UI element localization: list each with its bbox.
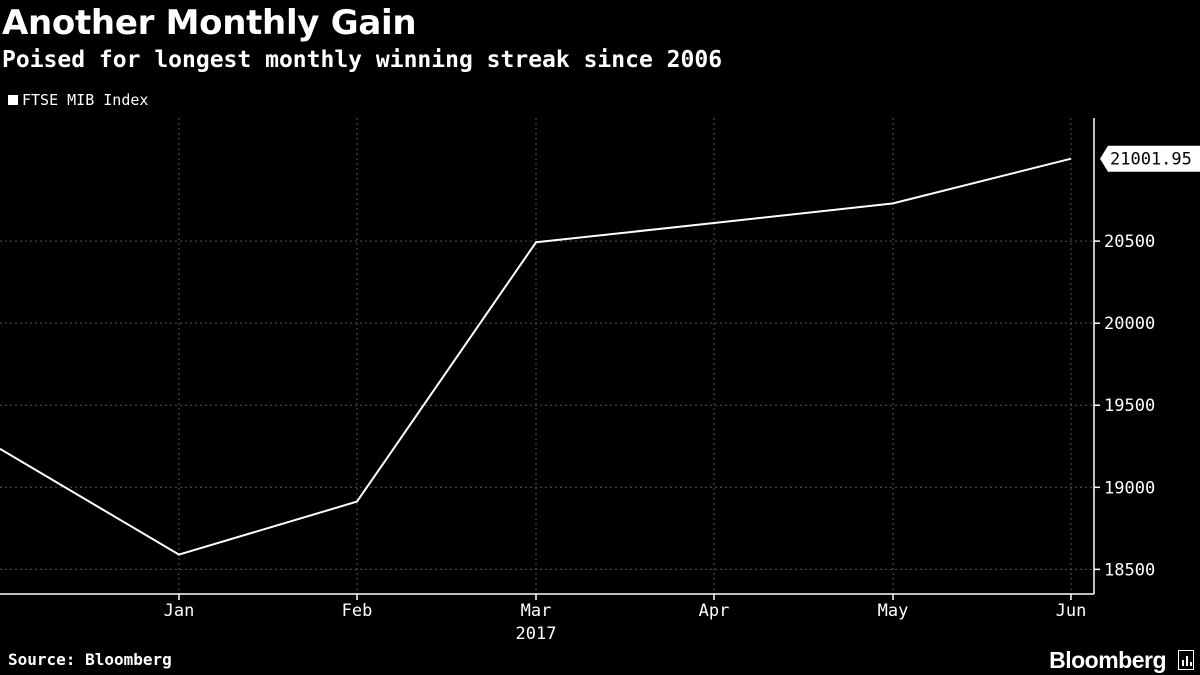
y-tick-label-19000: 19000 [1104, 478, 1155, 498]
y-tick-label-20500: 20500 [1104, 232, 1155, 252]
x-tick-label-Apr: Apr [699, 601, 730, 621]
legend-swatch [8, 95, 18, 105]
legend-label: FTSE MIB Index [22, 91, 149, 109]
legend: FTSE MIB Index [8, 90, 148, 110]
source-note: Source: Bloomberg [8, 650, 172, 669]
series-line-ftse-mib [0, 157, 1072, 556]
last-value-label: 21001.95 [1110, 150, 1192, 170]
x-tick-label-Jun: Jun [1056, 601, 1087, 621]
x-tick-label-Mar: Mar [521, 601, 552, 621]
brand-logo: Bloomberg [1049, 647, 1166, 673]
y-tick-label-20000: 20000 [1104, 314, 1155, 334]
x-tick-label-Jan: Jan [164, 601, 195, 621]
y-tick-label-19500: 19500 [1104, 396, 1155, 416]
chart-title: Another Monthly Gain [2, 3, 417, 43]
y-tick-label-18500: 18500 [1104, 560, 1155, 580]
last-value-callout [1100, 145, 1200, 172]
chart-subtitle: Poised for longest monthly winning strea… [2, 47, 723, 73]
x-tick-label-Feb: Feb [342, 601, 373, 621]
bars-icon [1178, 650, 1194, 670]
x-tick-label-May: May [878, 601, 909, 621]
x-year-label: 2017 [516, 624, 557, 644]
